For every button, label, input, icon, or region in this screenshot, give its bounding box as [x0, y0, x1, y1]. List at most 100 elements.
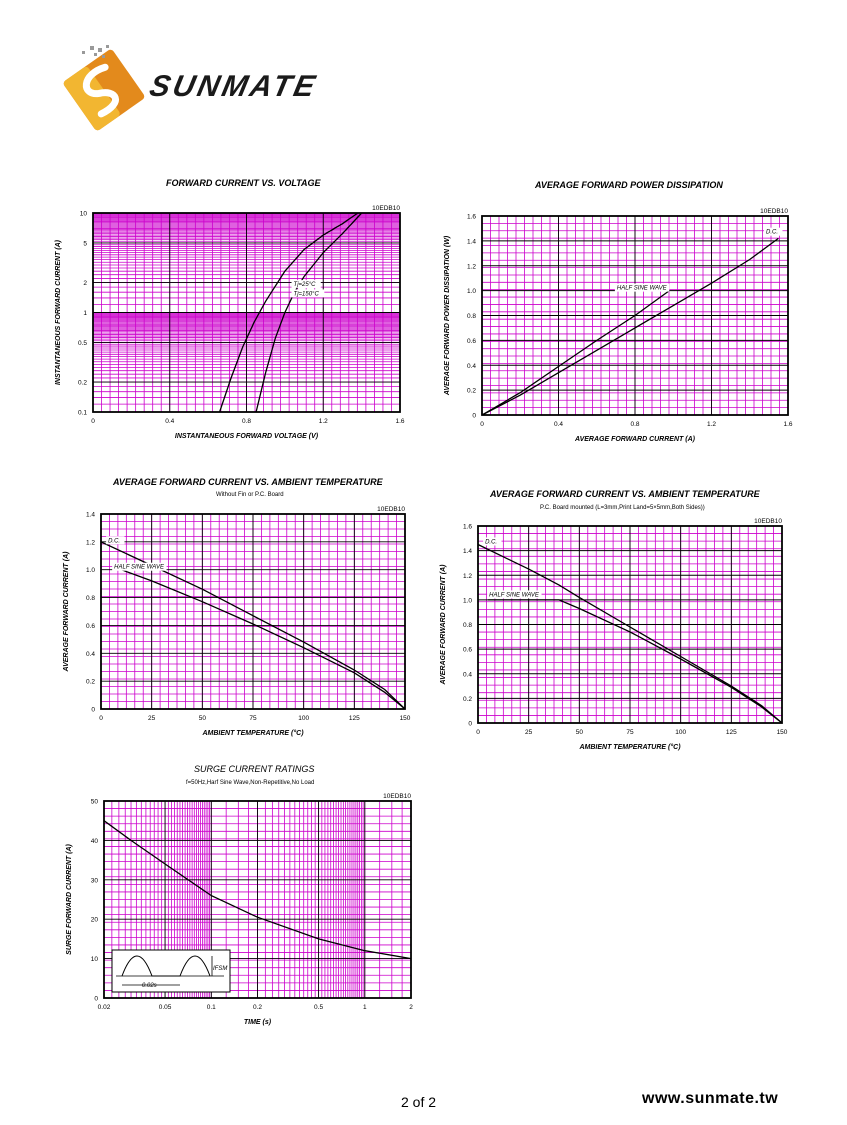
x-tick-label: 0 [91, 418, 95, 425]
annotation: HALF SINE WAVE [487, 590, 542, 599]
y-tick-label: 0.2 [463, 696, 472, 703]
annotation-label: HALF SINE WAVE [617, 286, 668, 292]
chart-subtitle-surge: f=50Hz,Harf Sine Wave,Non-Repetitive,No … [186, 780, 315, 786]
y-tick-label: 0.4 [467, 363, 476, 370]
annotation-bg [614, 283, 670, 292]
y-tick-label: 1.0 [463, 597, 472, 604]
annotation-bg [487, 590, 542, 599]
y-tick-label: 1.2 [463, 573, 472, 580]
series-line-1 [218, 212, 359, 413]
chart-ambient-pc-board: 0 25 50 75 100 125 150 0 0.2 0.4 0.6 0.8 1.0 1.2 1.4 1.… [440, 518, 788, 751]
x-axis-label: TIME (s) [244, 1019, 272, 1026]
y-tick-label: 0.2 [86, 679, 95, 686]
y-tick-label: 0.1 [78, 410, 87, 417]
series-line-2 [488, 599, 783, 724]
series-line-1 [481, 237, 779, 416]
y-tick-label: 10 [80, 211, 88, 218]
annotation: Tj=25°C [291, 280, 321, 289]
page-number: 2 of 2 [401, 1094, 437, 1110]
y-tick-label: 1.4 [467, 238, 476, 245]
y-tick-label: 1.6 [463, 524, 472, 531]
x-tick-label: 0.05 [159, 1004, 172, 1011]
x-axis-label: AMBIENT TEMPERATURE (°C) [578, 743, 681, 751]
series-line-1 [103, 820, 412, 960]
part-number-label: 10EDB10 [754, 518, 782, 525]
y-axis-label: INSTANTANEOUS FORWARD CURRENT (A) [55, 239, 62, 385]
x-tick-label: 0 [480, 421, 484, 428]
y-tick-label: 50 [91, 799, 99, 806]
y-tick-label: 5 [83, 240, 87, 247]
x-axis-label: AVERAGE FORWARD CURRENT (A) [574, 436, 696, 443]
y-tick-label: 0.2 [467, 388, 476, 395]
chart-title-fwd: FORWARD CURRENT VS. VOLTAGE [166, 178, 321, 188]
y-tick-label: 1.4 [86, 512, 95, 519]
waveform-inset: 0.02s IFSM [111, 949, 231, 993]
x-tick-label: 1.6 [395, 418, 404, 425]
annotation-bg [483, 537, 502, 546]
plot-frame [103, 800, 412, 999]
y-tick-label: 2 [83, 280, 87, 287]
y-tick-label: 0 [94, 996, 98, 1003]
series-line-2 [481, 290, 670, 416]
brand-name: SUNMATE [146, 70, 321, 103]
y-tick-label: 1.2 [467, 263, 476, 270]
y-tick-label: 40 [91, 838, 99, 845]
y-tick-label: 0.6 [467, 338, 476, 345]
x-tick-label: 75 [249, 715, 257, 722]
x-tick-label: 2 [409, 1004, 413, 1011]
y-tick-label: 20 [91, 917, 99, 924]
x-tick-label: 1 [363, 1004, 367, 1011]
chart-title-amb1: AVERAGE FORWARD CURRENT VS. AMBIENT TEMP… [113, 477, 383, 487]
x-tick-label: 0.8 [630, 421, 639, 428]
y-tick-label: 1.0 [86, 567, 95, 574]
chart-title-amb2: AVERAGE FORWARD CURRENT VS. AMBIENT TEMP… [490, 489, 760, 499]
annotation-label: D.C. [108, 538, 120, 544]
part-number-label: 10EDB10 [760, 208, 788, 215]
y-tick-label: 0 [91, 707, 95, 714]
x-tick-label: 25 [148, 715, 156, 722]
x-tick-label: 150 [777, 729, 788, 736]
x-tick-label: 0.5 [314, 1004, 323, 1011]
x-tick-label: 0.4 [165, 418, 174, 425]
y-tick-label: 0.6 [86, 623, 95, 630]
x-tick-label: 50 [576, 729, 584, 736]
annotation-bg [112, 562, 167, 571]
y-tick-label: 0.4 [463, 671, 472, 678]
y-tick-label: 0 [468, 721, 472, 728]
y-tick-label: 0.2 [78, 380, 87, 387]
x-tick-label: 25 [525, 729, 533, 736]
major-grid [92, 212, 401, 413]
x-axis-label: AMBIENT TEMPERATURE (°C) [201, 729, 304, 737]
annotation-bg [764, 227, 783, 236]
y-axis-label: AVERAGE FORWARD CURRENT (A) [440, 564, 447, 686]
annotation: HALF SINE WAVE [112, 562, 167, 571]
series-line-2 [121, 569, 406, 710]
x-tick-label: 0.4 [554, 421, 563, 428]
annotation: Tj=150°C [291, 289, 325, 298]
x-tick-label: 0 [99, 715, 103, 722]
annotation: D.C. [483, 537, 502, 546]
plot-frame [100, 513, 406, 710]
y-tick-label: 1.0 [467, 288, 476, 295]
y-tick-label: 1 [83, 310, 87, 317]
peak-label: IFSM [213, 966, 227, 972]
period-label: 0.02s [142, 983, 157, 989]
y-tick-label: 10 [91, 956, 99, 963]
annotation-bg [106, 536, 125, 545]
annotation-label: HALF SINE WAVE [114, 565, 165, 571]
x-tick-label: 0.2 [253, 1004, 262, 1011]
annotation-label: HALF SINE WAVE [489, 592, 540, 598]
annotation-bg [291, 289, 325, 298]
x-tick-label: 0 [476, 729, 480, 736]
part-number-label: 10EDB10 [377, 506, 405, 513]
x-tick-label: 125 [726, 729, 737, 736]
y-tick-label: 1.6 [467, 214, 476, 221]
y-tick-label: 0.8 [463, 622, 472, 629]
website-link[interactable]: www.sunmate.tw [642, 1090, 779, 1107]
y-axis-label: AVERAGE FORWARD CURRENT (A) [63, 551, 70, 673]
y-axis-label: SURGE FORWARD CURRENT (A) [66, 843, 73, 954]
x-tick-label: 1.6 [783, 421, 792, 428]
y-tick-label: 0.8 [467, 313, 476, 320]
y-tick-label: 0.8 [86, 595, 95, 602]
